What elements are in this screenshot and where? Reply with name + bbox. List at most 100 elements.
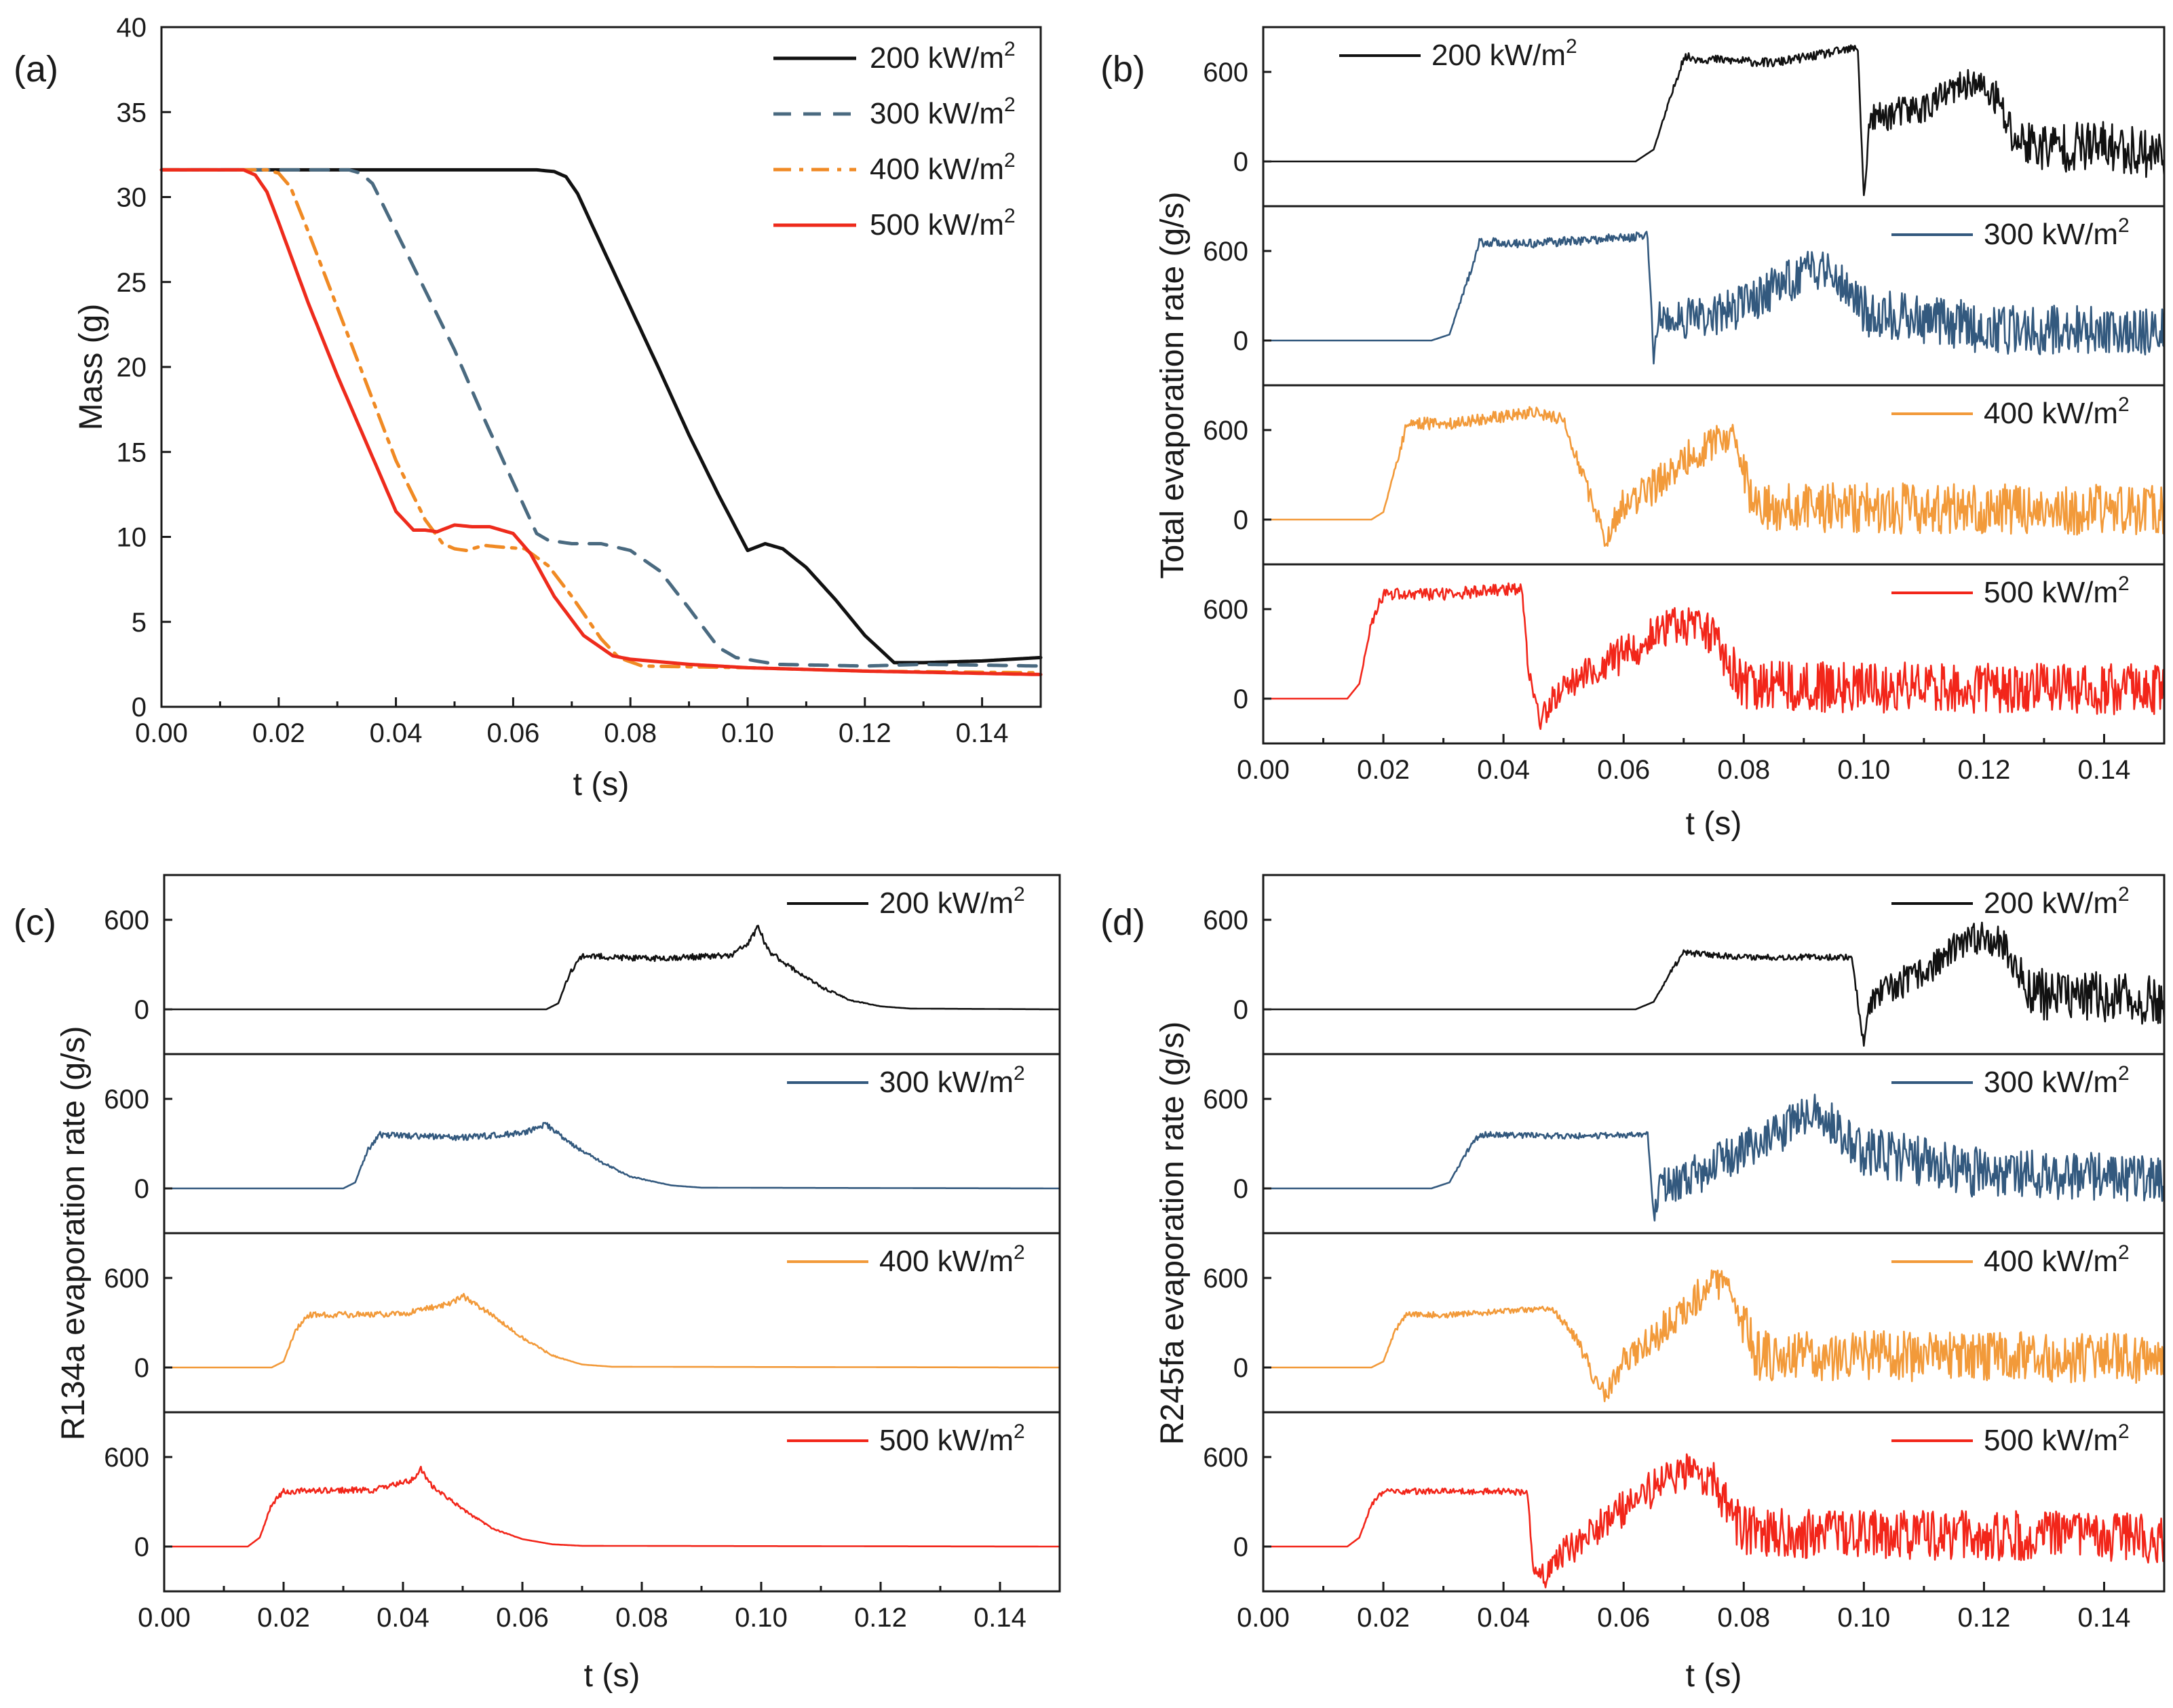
evap-series-1 <box>163 925 1061 1011</box>
panel-label: (d) <box>1100 902 1145 943</box>
y-tick-label: 600 <box>1203 906 1248 935</box>
y-tick-label: 600 <box>1203 1264 1248 1294</box>
panel-c: 0 600 200 kW/m2 0 600 300 kW/m2 0 600 400 kW/m2 0… <box>14 874 1061 1694</box>
x-tick-label: 0.04 <box>1477 755 1530 785</box>
x-tick-label: 0.10 <box>721 718 774 748</box>
y-tick-label: 600 <box>1203 58 1248 88</box>
x-axis-label: t (s) <box>584 1658 640 1694</box>
y-tick-label: 0 <box>132 693 147 722</box>
y-tick-label: 600 <box>1203 595 1248 625</box>
panel-d: 0 600 200 kW/m2 0 600 300 kW/m2 0 600 400 kW/m2 0… <box>1100 874 2166 1694</box>
y-tick-label: 600 <box>104 1085 149 1114</box>
x-tick-label: 0.00 <box>138 1603 191 1633</box>
y-tick-label: 600 <box>1203 237 1248 267</box>
y-tick-label: 0 <box>1233 1353 1248 1383</box>
panel-label: (a) <box>14 49 58 90</box>
x-tick-label: 0.06 <box>1597 755 1650 785</box>
x-tick-label: 0.02 <box>1357 1603 1410 1633</box>
x-tick-label: 0.06 <box>1597 1603 1650 1633</box>
x-tick-label: 0.08 <box>1717 755 1770 785</box>
evap-series-4 <box>163 1465 1061 1548</box>
evap-series-3 <box>163 1293 1061 1369</box>
y-tick-label: 600 <box>104 1443 149 1473</box>
evap-series-1 <box>1262 44 2166 197</box>
legend-label: 200 kW/m2 <box>879 883 1025 920</box>
y-tick-label: 25 <box>117 268 147 298</box>
x-tick-label: 0.12 <box>1957 755 2010 785</box>
evap-series-3 <box>1262 1269 2166 1403</box>
x-tick-label: 0.04 <box>370 718 423 748</box>
x-tick-label: 0.02 <box>257 1603 310 1633</box>
y-tick-label: 600 <box>1203 1085 1248 1114</box>
legend-label: 400 kW/m2 <box>1984 1241 2130 1278</box>
evap-series-2 <box>1262 1093 2166 1222</box>
y-tick-label: 0 <box>134 1353 149 1383</box>
y-tick-label: 0 <box>1233 684 1248 714</box>
x-tick-label: 0.10 <box>1837 755 1890 785</box>
x-tick-label: 0.08 <box>604 718 657 748</box>
evap-series-3 <box>1262 406 2166 547</box>
x-tick-label: 0.12 <box>839 718 891 748</box>
y-tick-label: 600 <box>1203 416 1248 446</box>
legend-label: 400 kW/m2 <box>1984 393 2130 430</box>
legend-label: 300 kW/m2 <box>870 94 1016 130</box>
y-tick-label: 5 <box>132 608 147 638</box>
y-tick-label: 30 <box>117 183 147 213</box>
x-tick-label: 0.14 <box>2078 1603 2131 1633</box>
x-tick-label: 0.12 <box>854 1603 907 1633</box>
panel-label: (b) <box>1100 49 1145 90</box>
x-tick-label: 0.14 <box>974 1603 1026 1633</box>
x-axis-label: t (s) <box>573 766 630 802</box>
legend-label: 500 kW/m2 <box>1984 572 2130 609</box>
y-tick-label: 0 <box>1233 1174 1248 1204</box>
x-tick-label: 0.10 <box>1837 1603 1890 1633</box>
y-tick-label: 600 <box>104 1264 149 1294</box>
y-tick-label: 600 <box>1203 1443 1248 1473</box>
x-tick-label: 0.08 <box>615 1603 668 1633</box>
x-tick-label: 0.06 <box>496 1603 549 1633</box>
y-tick-label: 0 <box>1233 147 1248 177</box>
legend-label: 300 kW/m2 <box>1984 1062 2130 1099</box>
subplot-frame <box>1262 563 2166 745</box>
y-axis-label: Mass (g) <box>73 304 109 431</box>
x-tick-label: 0.06 <box>486 718 539 748</box>
evap-series-1 <box>1262 921 2166 1047</box>
panel-a: 0.00 0.02 0.04 0.06 0.08 0.10 0.12 0.14 0 5 10 15 20… <box>14 13 1043 802</box>
x-tick-label: 0.12 <box>1957 1603 2010 1633</box>
legend-label: 200 kW/m2 <box>1984 883 2130 920</box>
y-tick-label: 10 <box>117 523 147 553</box>
y-tick-label: 0 <box>134 1532 149 1562</box>
evap-series-4 <box>1262 1453 2166 1589</box>
legend-label: 500 kW/m2 <box>879 1420 1025 1457</box>
y-tick-label: 0 <box>1233 505 1248 535</box>
mass-series-1 <box>159 168 1043 665</box>
y-tick-label: 0 <box>134 995 149 1025</box>
subplot-frame <box>163 1411 1061 1593</box>
y-tick-label: 0 <box>134 1174 149 1204</box>
y-tick-label: 0 <box>1233 1532 1248 1562</box>
legend-label: 300 kW/m2 <box>879 1062 1025 1099</box>
y-axis-label: R134a evaporation rate (g/s) <box>56 1026 92 1440</box>
x-tick-label: 0.00 <box>1237 1603 1290 1633</box>
x-tick-label: 0.14 <box>956 718 1009 748</box>
x-tick-label: 0.04 <box>377 1603 429 1633</box>
legend-label: 200 kW/m2 <box>1431 35 1577 72</box>
x-axis-label: t (s) <box>1686 1658 1742 1694</box>
x-tick-label: 0.08 <box>1717 1603 1770 1633</box>
x-axis-label: t (s) <box>1686 806 1742 842</box>
y-tick-label: 0 <box>1233 326 1248 356</box>
legend-label: 300 kW/m2 <box>1984 214 2130 251</box>
y-tick-label: 600 <box>104 906 149 935</box>
legend-label: 400 kW/m2 <box>879 1241 1025 1278</box>
x-tick-label: 0.10 <box>735 1603 788 1633</box>
legend-label: 200 kW/m2 <box>870 38 1016 75</box>
x-tick-label: 0.02 <box>1357 755 1410 785</box>
x-tick-label: 0.00 <box>135 718 188 748</box>
x-tick-label: 0.04 <box>1477 1603 1530 1633</box>
y-tick-label: 0 <box>1233 995 1248 1025</box>
evap-series-2 <box>163 1121 1061 1190</box>
y-tick-label: 40 <box>117 13 147 43</box>
evap-series-4 <box>1262 582 2166 731</box>
legend-label: 400 kW/m2 <box>870 149 1016 186</box>
